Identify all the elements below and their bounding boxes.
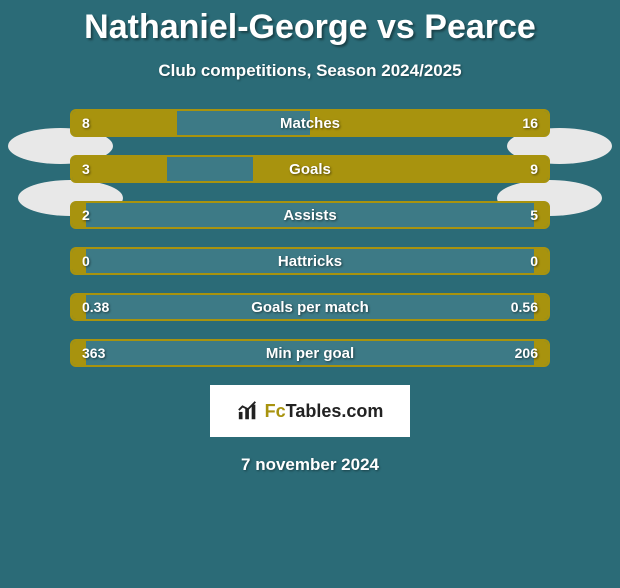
stat-row: 363206Min per goal bbox=[70, 339, 550, 367]
stat-label: Goals per match bbox=[72, 295, 548, 319]
date-text: 7 november 2024 bbox=[0, 455, 620, 475]
stat-row: 00Hattricks bbox=[70, 247, 550, 275]
subtitle: Club competitions, Season 2024/2025 bbox=[0, 61, 620, 81]
fctables-logo: FcTables.com bbox=[210, 385, 410, 437]
stat-row: 25Assists bbox=[70, 201, 550, 229]
stat-row: 0.380.56Goals per match bbox=[70, 293, 550, 321]
logo-suffix: Tables.com bbox=[286, 401, 384, 421]
stat-label: Assists bbox=[72, 203, 548, 227]
stat-label: Matches bbox=[72, 111, 548, 135]
stat-label: Min per goal bbox=[72, 341, 548, 365]
logo-text: FcTables.com bbox=[265, 401, 384, 422]
page-title: Nathaniel-George vs Pearce bbox=[0, 8, 620, 47]
stat-label: Goals bbox=[72, 157, 548, 181]
chart-icon bbox=[237, 400, 259, 422]
stats-container: 816Matches 39Goals 25Assists 00Hattricks 0.3… bbox=[70, 109, 550, 367]
stat-row: 39Goals bbox=[70, 155, 550, 183]
stat-label: Hattricks bbox=[72, 249, 548, 273]
stat-row: 816Matches bbox=[70, 109, 550, 137]
logo-prefix: Fc bbox=[265, 401, 286, 421]
